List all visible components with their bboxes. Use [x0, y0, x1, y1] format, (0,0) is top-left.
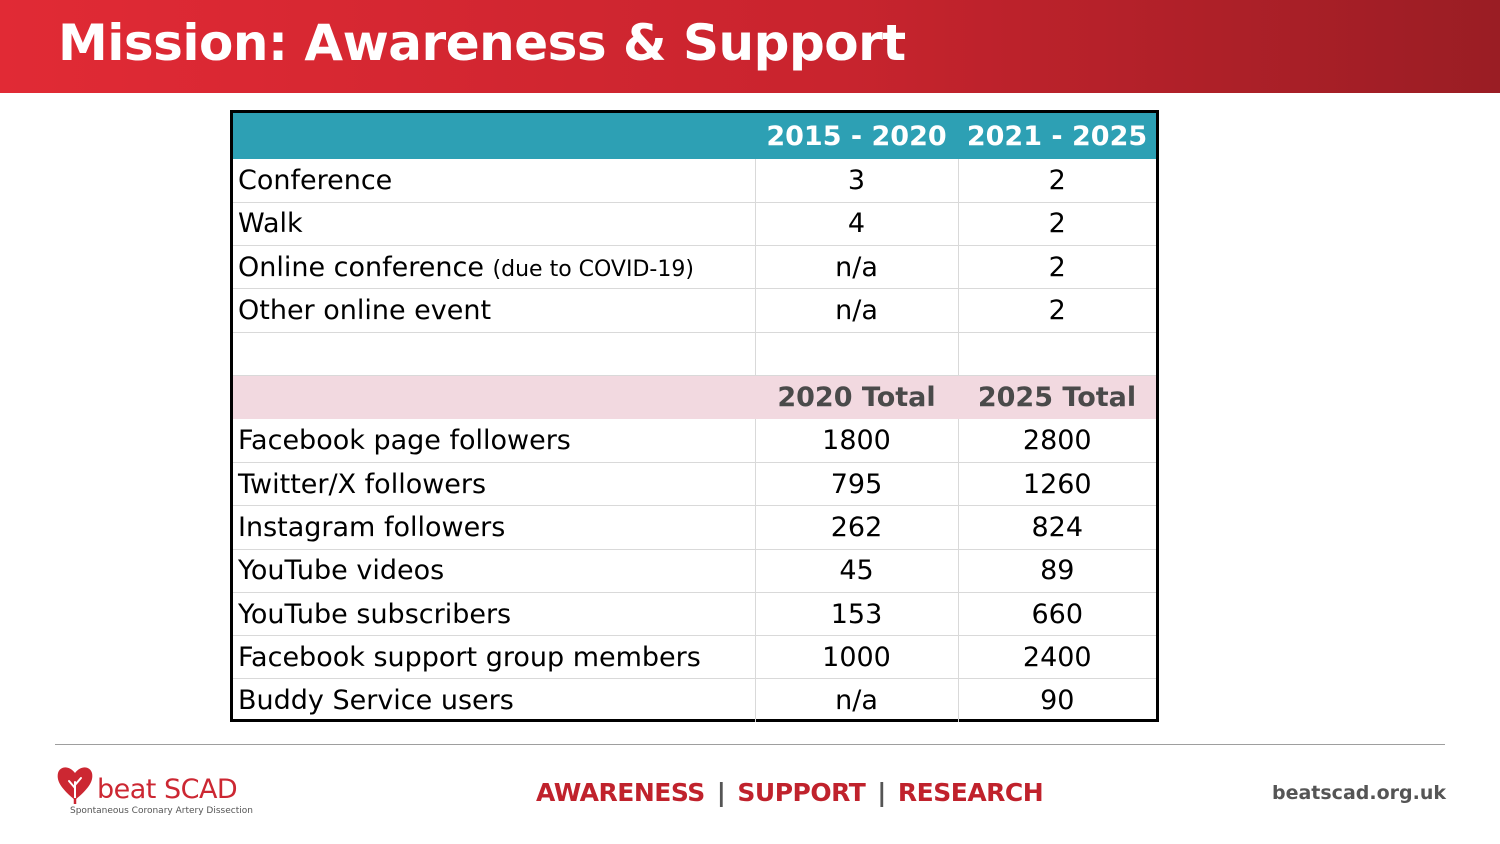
row-value-period-1: 4 — [755, 202, 959, 247]
table-row: Facebook page followers 1800 2800 — [233, 419, 1156, 463]
row-value-period-2: 2 — [958, 202, 1156, 247]
slide-header: Mission: Awareness & Support — [0, 0, 1500, 93]
beat-scad-logo: beat SCAD Spontaneous Coronary Artery Di… — [55, 760, 255, 820]
events-header-period-1: 2015 - 2020 — [755, 113, 958, 159]
events-header-row: 2015 - 2020 2021 - 2025 — [233, 113, 1156, 159]
row-value-2020: 45 — [755, 549, 959, 593]
row-value-period-2: 2 — [958, 288, 1156, 333]
row-value-2020: 153 — [755, 592, 959, 637]
row-label: Facebook page followers — [233, 419, 756, 463]
table-row: Other online event n/a 2 — [233, 288, 1156, 333]
logo-tagline: Spontaneous Coronary Artery Dissection — [70, 806, 253, 816]
table-row: YouTube videos 45 89 — [233, 549, 1156, 593]
spacer-cell — [755, 332, 959, 376]
mission-separator: | — [716, 778, 726, 807]
table-row: Buddy Service users n/a 90 — [233, 678, 1156, 723]
row-label: Instagram followers — [233, 505, 756, 550]
mission-support: SUPPORT — [737, 778, 866, 807]
table-row: Twitter/X followers 795 1260 — [233, 462, 1156, 507]
row-label: Buddy Service users — [233, 678, 756, 723]
row-label: YouTube videos — [233, 549, 756, 593]
row-value-period-1: 3 — [755, 159, 959, 203]
table-row: Online conference (due to COVID-19) n/a … — [233, 245, 1156, 290]
row-value-2025: 2400 — [958, 635, 1156, 680]
row-label: YouTube subscribers — [233, 592, 756, 637]
stats-table-grid: 2015 - 2020 2021 - 2025 Conference 3 2 W… — [233, 113, 1156, 723]
totals-header-year-1: 2020 Total — [755, 375, 958, 420]
mission-awareness: AWARENESS — [536, 778, 705, 807]
events-header-label — [233, 113, 755, 159]
table-row: Facebook support group members 1000 2400 — [233, 635, 1156, 680]
row-value-2020: 262 — [755, 505, 959, 550]
website-url: beatscad.org.uk — [1271, 782, 1446, 804]
logo-brand: beat SCAD — [97, 774, 238, 805]
footer-divider — [55, 744, 1445, 745]
spacer-cell — [233, 332, 756, 376]
stats-table: 2015 - 2020 2021 - 2025 Conference 3 2 W… — [230, 110, 1159, 723]
row-label: Facebook support group members — [233, 635, 756, 680]
row-value-period-2: 2 — [958, 245, 1156, 290]
mission-separator: | — [877, 778, 886, 807]
row-value-2020: n/a — [755, 678, 959, 723]
totals-header-label — [233, 375, 755, 420]
row-label: Walk — [233, 202, 756, 247]
slide-title: Mission: Awareness & Support — [58, 14, 906, 72]
mission-research: RESEARCH — [897, 778, 1044, 807]
totals-header-row: 2020 Total 2025 Total — [233, 375, 1156, 420]
row-label: Other online event — [233, 288, 756, 333]
row-label: Twitter/X followers — [233, 462, 756, 507]
row-value-period-1: n/a — [755, 245, 959, 290]
mission-statement: AWARENESS | SUPPORT | RESEARCH — [536, 778, 1044, 807]
row-label: Online conference (due to COVID-19) — [233, 245, 756, 290]
table-row: YouTube subscribers 153 660 — [233, 592, 1156, 637]
row-value-period-2: 2 — [958, 159, 1156, 203]
table-row: Walk 4 2 — [233, 202, 1156, 247]
row-note: (due to COVID-19) — [492, 256, 694, 282]
row-value-2025: 660 — [958, 592, 1156, 637]
row-value-2025: 2800 — [958, 419, 1156, 463]
table-row: Instagram followers 262 824 — [233, 505, 1156, 550]
row-value-2020: 795 — [755, 462, 959, 507]
spacer-row — [233, 332, 1156, 376]
row-value-2025: 1260 — [958, 462, 1156, 507]
heart-tree-icon — [57, 767, 93, 804]
row-value-2020: 1800 — [755, 419, 959, 463]
totals-header-year-2: 2025 Total — [958, 375, 1156, 420]
row-label: Conference — [233, 159, 756, 203]
row-value-2025: 89 — [958, 549, 1156, 593]
events-header-period-2: 2021 - 2025 — [958, 113, 1156, 159]
row-value-period-1: n/a — [755, 288, 959, 333]
row-value-2025: 824 — [958, 505, 1156, 550]
row-value-2025: 90 — [1040, 685, 1075, 717]
table-row: Conference 3 2 — [233, 159, 1156, 203]
row-value-2020: 1000 — [755, 635, 959, 680]
spacer-cell — [958, 332, 1156, 376]
